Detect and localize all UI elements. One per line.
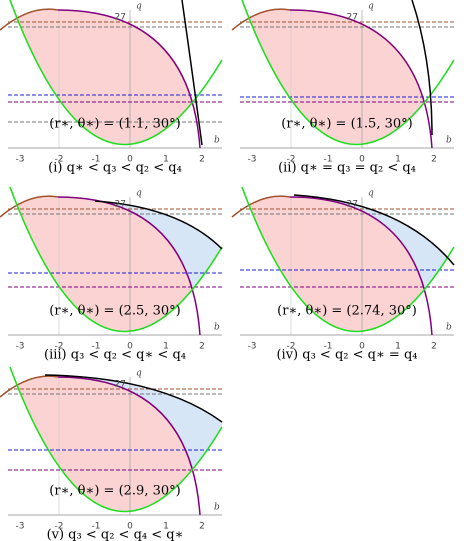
- x-tick: -1: [92, 155, 101, 165]
- x-tick: 0: [359, 342, 365, 352]
- y-tick: 27: [115, 13, 126, 23]
- green-curve: [9, 366, 223, 513]
- y-label: q: [368, 2, 374, 12]
- x-tick: 2: [199, 342, 205, 352]
- x-tick: -2: [287, 342, 296, 352]
- x-label: b: [446, 136, 452, 146]
- panel-label: (r∗, θ∗) = (2.5, 30°): [49, 304, 180, 319]
- x-tick: 1: [163, 522, 169, 532]
- x-label: b: [214, 136, 220, 146]
- x-tick: 1: [395, 342, 401, 352]
- y-tick: 27: [115, 380, 126, 390]
- x-tick: -2: [55, 155, 64, 165]
- panel: q 27 b -3 -2 -1 0 1 2 (r∗, θ∗) = (2.5, 30°) (iii) …: [0, 186, 223, 363]
- caption: (iv) q₃ < q₂ < q∗ = q₄: [276, 348, 417, 363]
- x-tick: 1: [395, 155, 401, 165]
- x-tick: -2: [55, 342, 64, 352]
- caption: (iii) q₃ < q₂ < q∗ < q₄: [44, 348, 186, 363]
- caption: (v) q₃ < q₂ < q₄ < q∗: [47, 528, 184, 541]
- x-tick: 2: [431, 342, 437, 352]
- green-curve: [9, 186, 223, 333]
- x-tick: 2: [199, 155, 205, 165]
- brown-curve: [0, 195, 59, 218]
- panel: q 27 b -3 -2 -1 0 1 2 (r∗, θ∗) = (1.5, 30°) (ii) q…: [231, 0, 455, 176]
- x-tick: -3: [16, 155, 25, 165]
- purple-curve: [289, 9, 433, 149]
- panel: q 27 b -3 -2 -1 0 1 2 (r∗, θ∗) = (2.74, 30°) (iv) …: [231, 186, 455, 363]
- y-tick: 27: [347, 200, 358, 210]
- x-tick: -2: [287, 155, 296, 165]
- panel-label: (r∗, θ∗) = (1.5, 30°): [281, 117, 412, 132]
- green-curve: [241, 0, 455, 146]
- caption: (i) q∗ < q₃ < q₂ < q₄: [48, 161, 182, 176]
- x-tick: -1: [324, 342, 333, 352]
- x-tick: 0: [127, 342, 133, 352]
- panel-label: (r∗, θ∗) = (2.9, 30°): [49, 484, 180, 499]
- x-tick: 2: [431, 155, 437, 165]
- y-label: q: [136, 2, 142, 12]
- x-tick: -1: [92, 342, 101, 352]
- x-label: b: [446, 323, 452, 333]
- x-tick: 0: [127, 155, 133, 165]
- x-tick: -1: [324, 155, 333, 165]
- brown-curve: [231, 8, 291, 31]
- purple-curve: [57, 196, 201, 336]
- x-tick: -3: [16, 342, 25, 352]
- x-tick: 0: [127, 522, 133, 532]
- x-tick: -3: [16, 522, 25, 532]
- panel: q 27 b -3 -2 -1 0 1 2 (r∗, θ∗) = (1.1, 30°) (i) q∗…: [0, 0, 223, 176]
- panel: q 27 b -3 -2 -1 0 1 2 (r∗, θ∗) = (2.9, 30°) (v) q₃…: [0, 366, 223, 541]
- black-curve: [94, 200, 223, 250]
- y-label: q: [136, 369, 142, 379]
- brown-curve: [0, 375, 59, 398]
- y-tick: 27: [115, 200, 126, 210]
- x-tick: 1: [163, 342, 169, 352]
- x-label: b: [214, 503, 220, 513]
- x-label: b: [214, 323, 220, 333]
- caption: (ii) q∗ = q₃ = q₂ < q₄: [278, 161, 416, 176]
- black-curve: [181, 0, 203, 146]
- y-label: q: [368, 189, 374, 199]
- x-tick: 2: [199, 522, 205, 532]
- black-curve: [293, 194, 455, 266]
- brown-curve: [0, 8, 59, 31]
- panel-label: (r∗, θ∗) = (1.1, 30°): [49, 117, 180, 132]
- x-tick: 1: [163, 155, 169, 165]
- x-tick: -3: [248, 155, 257, 165]
- green-curve: [241, 186, 455, 333]
- green-curve: [9, 0, 223, 146]
- black-curve: [411, 0, 433, 136]
- purple-curve: [289, 196, 433, 336]
- y-label: q: [136, 189, 142, 199]
- black-curve: [44, 374, 223, 423]
- x-tick: -2: [55, 522, 64, 532]
- x-tick: 0: [359, 155, 365, 165]
- purple-curve: [57, 9, 201, 149]
- x-tick: -3: [248, 342, 257, 352]
- x-tick: -1: [92, 522, 101, 532]
- purple-curve: [57, 376, 201, 516]
- panel-label: (r∗, θ∗) = (2.74, 30°): [277, 304, 417, 319]
- brown-curve: [231, 195, 291, 218]
- y-tick: 27: [347, 13, 358, 23]
